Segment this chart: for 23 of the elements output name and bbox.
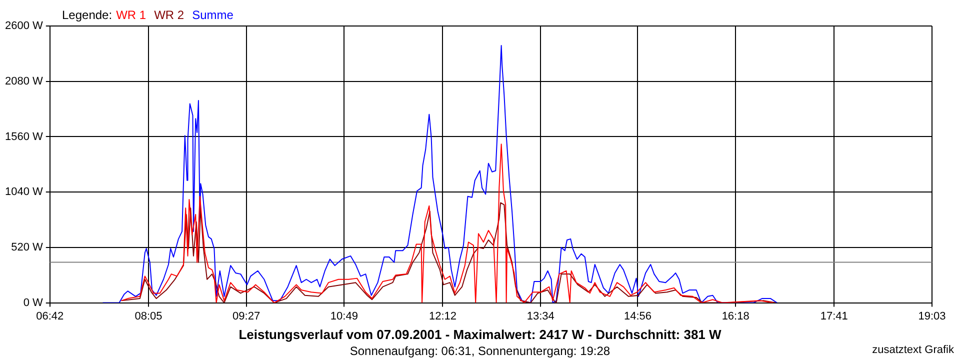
x-tick-label: 10:49	[330, 310, 358, 322]
x-tick-label: 06:42	[36, 310, 64, 322]
text: WR 1	[116, 8, 146, 22]
y-tick-label: 1560 W	[4, 130, 44, 143]
x-tick-label: 09:27	[232, 310, 260, 322]
x-tick-label: 13:34	[526, 310, 554, 322]
text: Summe	[192, 8, 234, 22]
x-tick-label: 12:12	[428, 310, 457, 322]
text: Leistungsverlauf vom 07.09.2001 - Maximalwert: 2417 W - Durchschnitt: 381 W	[238, 327, 722, 342]
y-tick-label: 2600 W	[4, 20, 44, 32]
text: Sonnenaufgang: 06:31, Sonnenuntergang: 19:28	[350, 344, 610, 358]
text: zusatztext Grafik	[872, 344, 954, 356]
text: WR 2	[154, 8, 184, 22]
y-tick-label: 0 W	[23, 296, 44, 309]
y-tick-label: 520 W	[11, 241, 44, 254]
y-tick-label: 2080 W	[4, 75, 44, 88]
x-tick-label: 17:41	[820, 310, 848, 322]
x-tick-label: 19:03	[918, 310, 946, 322]
x-tick-label: 16:18	[722, 310, 750, 322]
legend-title: Legende:	[62, 8, 112, 22]
x-tick-label: 08:05	[134, 310, 162, 322]
y-tick-label: 1040 W	[4, 186, 44, 198]
x-tick-label: 14:56	[624, 310, 652, 322]
